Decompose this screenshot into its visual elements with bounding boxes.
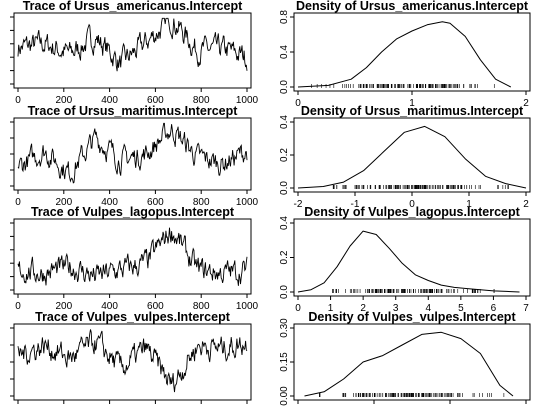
x-tick-label: 600	[147, 197, 164, 208]
rug-marks	[311, 84, 495, 88]
plot-frame	[13, 12, 252, 89]
trace-line	[17, 329, 248, 393]
x-tick-label: 0	[295, 303, 301, 314]
density-curve	[297, 230, 520, 293]
density-curve	[304, 331, 514, 397]
y-tick-label: 0.2	[279, 148, 290, 162]
plot-frame	[13, 218, 252, 295]
plot-frame	[13, 323, 252, 401]
y-tick-label: 0.0	[279, 80, 290, 94]
x-tick-label: 400	[101, 197, 118, 208]
x-tick-label: 1000	[236, 301, 259, 312]
x-tick-label: 1	[409, 98, 415, 109]
x-tick-label: 2	[360, 303, 366, 314]
x-tick-label: 2	[523, 98, 529, 109]
panel-title: Density of Vulpes_vulpes.Intercept	[308, 310, 516, 324]
trace-line	[17, 227, 248, 286]
y-tick-label: 0.00	[279, 386, 290, 406]
x-tick-label: 0	[409, 199, 415, 210]
x-tick-label: 400	[101, 301, 118, 312]
x-tick-label: 0	[15, 197, 21, 208]
x-tick-label: 800	[193, 301, 210, 312]
panel-7: Trace of Vulpes_vulpes.Intercept	[10, 310, 252, 404]
density-curve	[297, 125, 527, 189]
x-tick-label: 400	[101, 95, 118, 106]
trace-line	[17, 17, 248, 72]
plot-frame	[293, 218, 531, 297]
y-tick-label: 0.8	[279, 10, 290, 24]
panel-3: Trace of Ursus_maritimus.Intercept 0 200 40…	[10, 104, 259, 208]
panel-4: Density of Ursus_maritimus.Intercept -2 -1…	[279, 104, 531, 210]
x-tick-label: 6	[491, 303, 497, 314]
panel-1: Trace of Ursus_americanus.Intercept 0 200 4…	[10, 0, 259, 106]
rug-marks	[332, 289, 495, 293]
y-tick-label: 0.30	[279, 318, 290, 338]
panel-8: Density of Vulpes_vulpes.Intercept 0.00 0.…	[279, 310, 531, 406]
x-tick-label: 200	[55, 95, 72, 106]
x-tick-label: 200	[55, 197, 72, 208]
panel-title: Trace of Ursus_americanus.Intercept	[23, 0, 243, 13]
x-tick-label: 4	[426, 303, 432, 314]
y-tick-label: 0.15	[279, 352, 290, 372]
panel-6: Density of Vulpes_lagopus.Intercept 0 1 2 3 4…	[279, 205, 531, 314]
y-tick-label: 0.4	[279, 216, 290, 230]
x-tick-label: 1	[466, 199, 472, 210]
y-tick-label: 0.2	[279, 250, 290, 264]
panel-2: Density of Ursus_americanus.Intercept 0 1 2…	[279, 0, 531, 109]
y-tick-label: 0.0	[279, 285, 290, 299]
x-tick-label: 200	[55, 301, 72, 312]
trace-line	[17, 122, 248, 184]
x-tick-label: 0	[295, 98, 301, 109]
plot-frame	[293, 117, 531, 193]
x-tick-label: 7	[523, 303, 529, 314]
x-tick-label: 1000	[236, 95, 259, 106]
panel-title: Trace of Ursus_maritimus.Intercept	[28, 104, 239, 118]
panel-title: Density of Ursus_americanus.Intercept	[296, 0, 529, 13]
rug-marks	[319, 393, 505, 397]
panel-title: Density of Ursus_maritimus.Intercept	[301, 104, 524, 118]
y-tick-label: 0.4	[279, 45, 290, 59]
panel-5: Trace of Vulpes_lagopus.Intercept 0 200 400…	[10, 205, 259, 312]
density-curve	[297, 21, 512, 88]
x-tick-label: 800	[193, 95, 210, 106]
panel-title: Trace of Vulpes_lagopus.Intercept	[31, 205, 235, 219]
x-tick-label: 5	[458, 303, 464, 314]
x-tick-label: 0	[15, 301, 21, 312]
x-tick-label: 600	[147, 301, 164, 312]
plot-frame	[293, 12, 531, 92]
x-tick-label: 600	[147, 95, 164, 106]
x-tick-label: -1	[351, 199, 360, 210]
y-tick-label: 0.4	[279, 115, 290, 129]
x-tick-label: 2	[523, 199, 529, 210]
x-tick-label: 800	[193, 197, 210, 208]
x-tick-label: -2	[294, 199, 303, 210]
rug-marks	[332, 185, 509, 189]
x-tick-label: 1000	[236, 197, 259, 208]
x-tick-label: 1	[328, 303, 334, 314]
panel-title: Density of Vulpes_lagopus.Intercept	[304, 205, 520, 219]
x-tick-label: 3	[393, 303, 399, 314]
x-tick-label: 0	[15, 95, 21, 106]
y-tick-label: 0.0	[279, 181, 290, 195]
panel-title: Trace of Vulpes_vulpes.Intercept	[35, 310, 231, 324]
